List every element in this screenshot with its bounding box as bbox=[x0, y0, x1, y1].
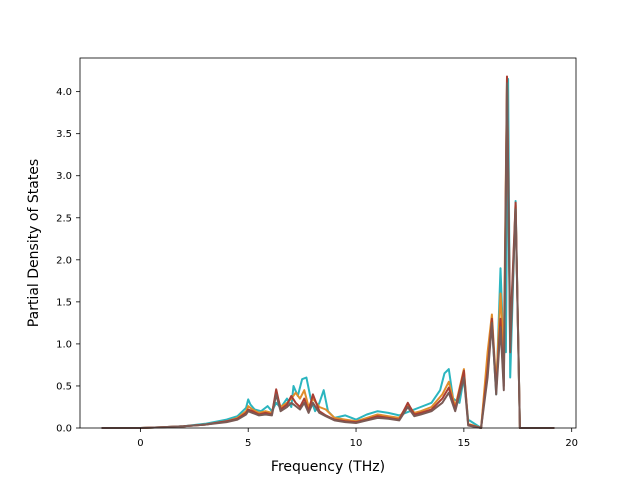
y-tick-label: 2.0 bbox=[56, 255, 72, 266]
x-tick-label: 10 bbox=[350, 438, 363, 449]
x-axis-ticks: 0 5 10 15 20 bbox=[137, 428, 578, 449]
y-axis-ticks: 0.0 0.5 1.0 1.5 2.0 2.5 3.0 3.5 4.0 bbox=[56, 87, 80, 435]
x-tick-label: 0 bbox=[137, 438, 143, 449]
y-axis-title: Partial Density of States bbox=[26, 159, 42, 327]
y-tick-label: 4.0 bbox=[56, 87, 72, 98]
y-tick-label: 3.5 bbox=[56, 129, 72, 140]
series-layer bbox=[101, 75, 555, 429]
y-tick-label: 1.5 bbox=[56, 297, 72, 308]
y-tick-label: 2.5 bbox=[56, 213, 72, 224]
plot-frame bbox=[79, 57, 577, 429]
series-line-4 bbox=[101, 82, 555, 429]
y-tick-label: 0.0 bbox=[56, 424, 72, 435]
x-tick-label: 15 bbox=[457, 438, 470, 449]
x-tick-label: 20 bbox=[565, 438, 578, 449]
y-tick-label: 1.0 bbox=[56, 339, 72, 350]
x-axis-title: Frequency (THz) bbox=[271, 459, 385, 475]
x-tick-label: 5 bbox=[245, 438, 251, 449]
y-tick-label: 3.0 bbox=[56, 171, 72, 182]
series-line-3 bbox=[101, 75, 555, 429]
y-tick-label: 0.5 bbox=[56, 381, 72, 392]
